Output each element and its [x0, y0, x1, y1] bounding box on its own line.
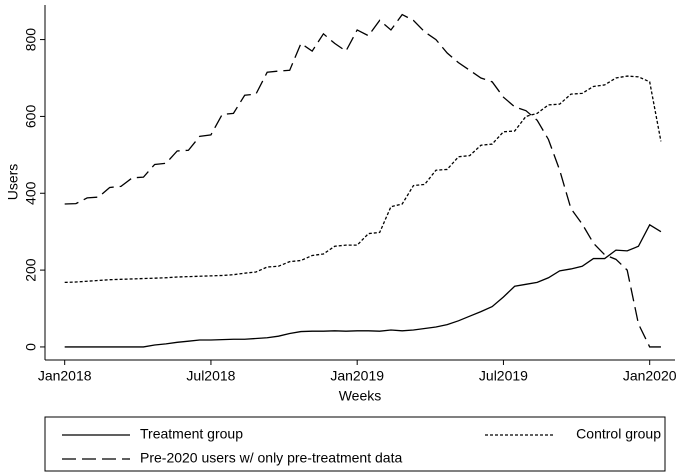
legend-label: Control group	[576, 426, 661, 442]
y-tick-label: 400	[23, 181, 39, 205]
x-tick-label: Jan2020	[623, 368, 677, 384]
y-tick-label: 200	[23, 258, 39, 282]
legend-label: Pre-2020 users w/ only pre-treatment dat…	[140, 450, 402, 466]
x-tick-label: Jan2018	[38, 368, 92, 384]
y-tick-label: 600	[23, 105, 39, 129]
series-line	[64, 75, 662, 284]
series-line	[64, 223, 662, 348]
x-axis-label: Weeks	[339, 388, 382, 404]
y-axis-label: Users	[5, 164, 21, 201]
legend-label: Treatment group	[140, 426, 243, 442]
x-tick-label: Jul2018	[186, 368, 235, 384]
y-tick-label: 800	[23, 28, 39, 52]
x-tick-label: Jul2019	[479, 368, 528, 384]
series-line	[64, 13, 661, 348]
y-tick-label: 0	[23, 343, 39, 351]
legend-box	[44, 416, 666, 472]
x-tick-label: Jan2019	[330, 368, 384, 384]
